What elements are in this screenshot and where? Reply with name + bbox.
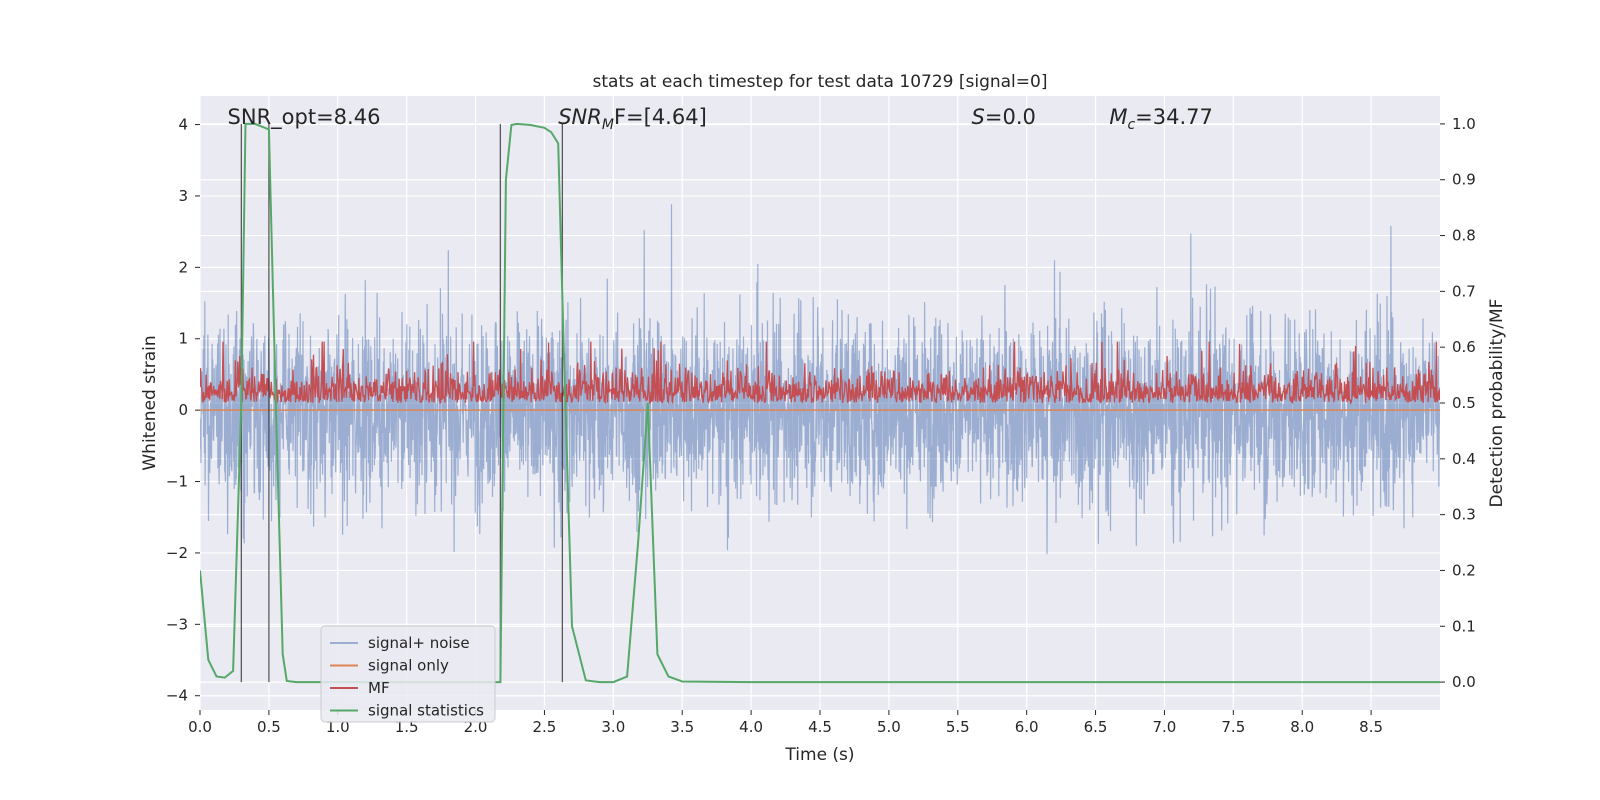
legend: signal+ noise signal only MF signal statist… bbox=[320, 625, 496, 723]
x-tick-label: 4.5 bbox=[808, 718, 832, 736]
y-tick-label: 0 bbox=[178, 401, 188, 419]
x-tick-label: 8.0 bbox=[1290, 718, 1314, 736]
y-axis-label: Whitened strain bbox=[140, 335, 160, 470]
annotation: Mc=34.77 bbox=[1109, 105, 1213, 133]
y2-tick-label: 1.0 bbox=[1452, 115, 1476, 133]
x-tick-label: 0.0 bbox=[188, 718, 212, 736]
annotation: S=0.0 bbox=[972, 105, 1036, 129]
y2-tick-label: 0.6 bbox=[1452, 338, 1476, 356]
x-tick-label: 8.5 bbox=[1359, 718, 1383, 736]
x-tick-label: 3.0 bbox=[601, 718, 625, 736]
legend-label: signal only bbox=[368, 657, 449, 675]
chart-title: stats at each timestep for test data 107… bbox=[593, 72, 1048, 92]
y2-tick-label: 0.3 bbox=[1452, 506, 1476, 524]
x-tick-label: 3.5 bbox=[670, 718, 694, 736]
y-tick-label: −4 bbox=[166, 687, 188, 705]
legend-box bbox=[320, 625, 496, 723]
legend-label: signal+ noise bbox=[368, 634, 470, 652]
y-tick-label: −3 bbox=[166, 615, 188, 633]
y2-tick-label: 0.9 bbox=[1452, 171, 1476, 189]
y-tick-label: 4 bbox=[178, 116, 188, 134]
y2-tick-label: 0.2 bbox=[1452, 561, 1476, 579]
x-tick-label: 7.5 bbox=[1221, 718, 1245, 736]
signal-statistics-line bbox=[200, 122, 1440, 684]
y2-tick-label: 0.4 bbox=[1452, 450, 1476, 468]
x-tick-label: 2.5 bbox=[533, 718, 557, 736]
signal-noise-line bbox=[200, 204, 1440, 555]
x-tick-label: 5.5 bbox=[946, 718, 970, 736]
y2-tick-label: 0.8 bbox=[1452, 227, 1476, 245]
y2-axis-ticks: 1.0 0.9 0.8 0.7 0.6 0.5 0.4 0.3 0.2 0.1 0.0 bbox=[1440, 115, 1476, 691]
y-tick-label: −2 bbox=[166, 544, 188, 562]
x-tick-label: 7.0 bbox=[1153, 718, 1177, 736]
y-tick-label: 3 bbox=[178, 187, 188, 205]
y2-tick-label: 0.0 bbox=[1452, 673, 1476, 691]
y2-axis-label: Detection probability/MF bbox=[1487, 299, 1507, 508]
y2-tick-label: 0.5 bbox=[1452, 394, 1476, 412]
series-mf bbox=[200, 341, 1440, 405]
annotation: SNRMF=[4.64] bbox=[558, 105, 707, 133]
x-tick-label: 0.5 bbox=[257, 718, 281, 736]
legend-label: MF bbox=[368, 679, 390, 697]
mf-line bbox=[200, 341, 1440, 405]
y-tick-label: 1 bbox=[178, 330, 188, 348]
x-tick-label: 5.0 bbox=[877, 718, 901, 736]
x-tick-label: 6.0 bbox=[1015, 718, 1039, 736]
x-tick-label: 6.5 bbox=[1084, 718, 1108, 736]
x-tick-label: 4.0 bbox=[739, 718, 763, 736]
x-axis-label: Time (s) bbox=[784, 745, 854, 765]
y-tick-label: −1 bbox=[166, 473, 188, 491]
annotations: SNR_opt=8.46 SNRMF=[4.64] S=0.0 Mc=34.77 bbox=[228, 105, 1213, 133]
series-signal-noise bbox=[200, 204, 1440, 555]
y-tick-label: 2 bbox=[178, 258, 188, 276]
annotation: SNR_opt=8.46 bbox=[228, 105, 381, 130]
y2-tick-label: 0.7 bbox=[1452, 282, 1476, 300]
legend-label: signal statistics bbox=[368, 702, 484, 720]
y-axis-ticks: 4 3 2 1 0 −1 −2 −3 −4 bbox=[166, 116, 200, 705]
series-signal-statistics bbox=[200, 122, 1440, 684]
y2-tick-label: 0.1 bbox=[1452, 617, 1476, 635]
